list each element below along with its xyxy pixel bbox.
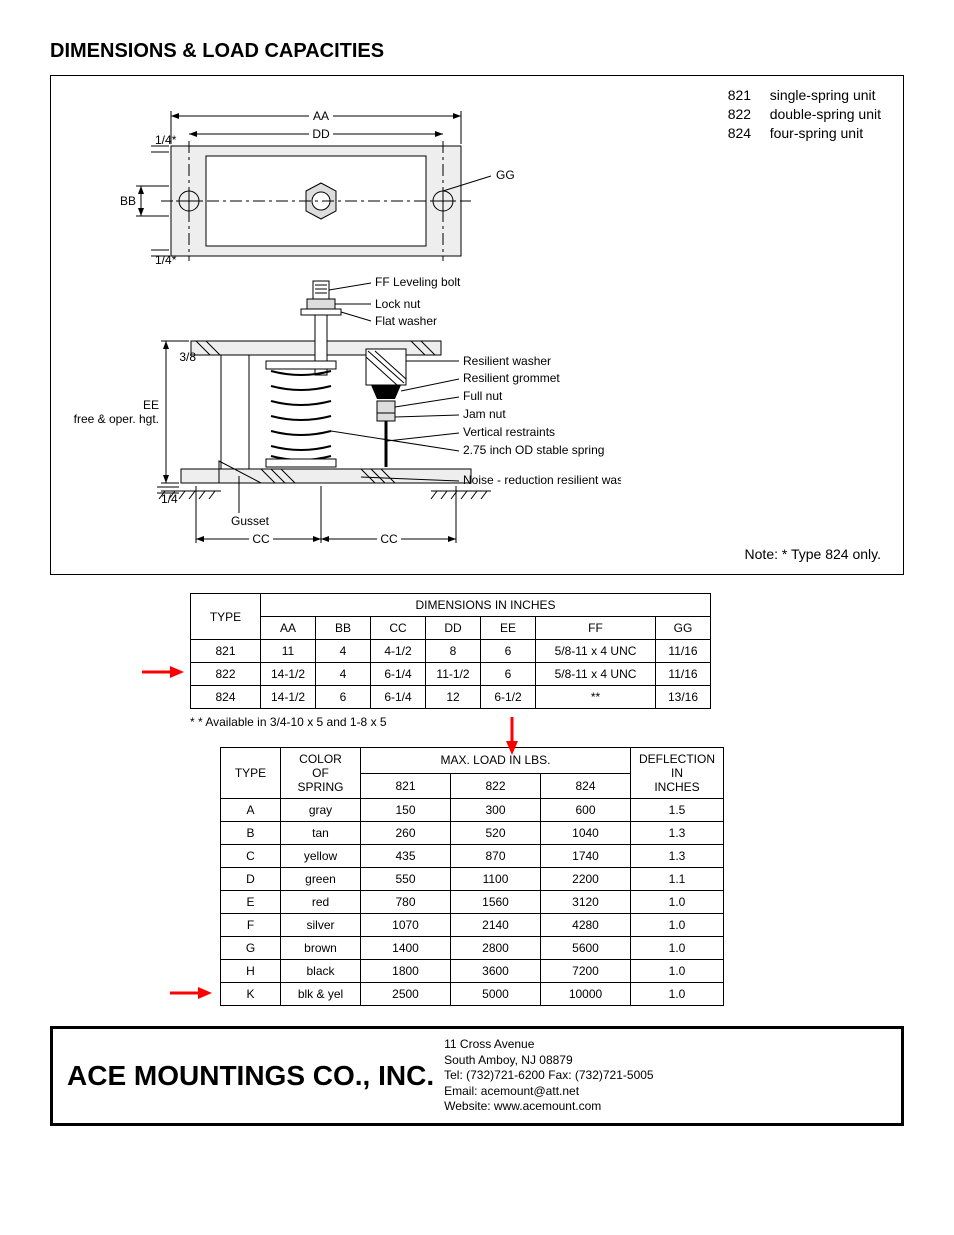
label-ff: FF Leveling bolt	[375, 275, 461, 289]
table-row: Agray1503006001.5	[221, 799, 724, 822]
note-type824: Note: * Type 824 only.	[745, 546, 881, 562]
arrow-down-icon	[505, 717, 519, 755]
table-row: Cyellow43587017401.3	[221, 845, 724, 868]
table-row: 8211144-1/2865/8-11 x 4 UNC11/16	[191, 640, 711, 663]
label-noise: Noise - reduction resilient washer	[463, 473, 621, 487]
label-flatwasher: Flat washer	[375, 314, 437, 328]
label-spring: 2.75 inch OD stable spring	[463, 443, 604, 457]
company-address: 11 Cross Avenue South Amboy, NJ 08879 Te…	[444, 1037, 653, 1115]
dim-dd: DD	[312, 127, 330, 141]
table-row: 82214-1/246-1/411-1/265/8-11 x 4 UNC11/1…	[191, 663, 711, 686]
dim-bb: BB	[120, 194, 136, 208]
product-legend: 821single-spring unit822double-spring un…	[728, 86, 881, 143]
label-vrest: Vertical restraints	[463, 425, 555, 439]
label-reswasher: Resilient washer	[463, 354, 551, 368]
legend-item: 821single-spring unit	[728, 86, 881, 105]
svg-text:1/4*: 1/4*	[155, 133, 177, 147]
load-table-wrap: TYPECOLOROFSPRINGMAX. LOAD IN LBS.DEFLEC…	[50, 747, 904, 1006]
label-fullnut: Full nut	[463, 389, 503, 403]
table-row: Hblack1800360072001.0	[221, 960, 724, 983]
dim-ee-sub: free & oper. hgt.	[74, 412, 159, 426]
diagram-container: AA DD BB 1/4* 1/4* GG	[50, 75, 904, 575]
svg-text:1/4: 1/4	[161, 492, 178, 506]
label-resgrommet: Resilient grommet	[463, 371, 560, 385]
label-gusset: Gusset	[231, 514, 270, 528]
arrow-right-icon	[170, 986, 212, 1000]
dim-ee: EE	[143, 398, 159, 412]
load-table: TYPECOLOROFSPRINGMAX. LOAD IN LBS.DEFLEC…	[220, 747, 724, 1006]
svg-text:1/4*: 1/4*	[155, 253, 177, 267]
svg-text:3/8: 3/8	[179, 350, 196, 364]
table-row: Fsilver1070214042801.0	[221, 914, 724, 937]
table1-footnote: * * Available in 3/4-10 x 5 and 1-8 x 5	[190, 715, 904, 729]
dim-gg: GG	[496, 168, 515, 182]
dim-cc-1: CC	[252, 532, 270, 546]
dim-aa: AA	[313, 109, 329, 123]
table-row: 82414-1/266-1/4126-1/2**13/16	[191, 686, 711, 709]
page-title: DIMENSIONS & LOAD CAPACITIES	[50, 40, 904, 63]
table-row: Gbrown1400280056001.0	[221, 937, 724, 960]
company-footer: ACE MOUNTINGS CO., INC. 11 Cross Avenue …	[50, 1026, 904, 1126]
dim-cc-2: CC	[380, 532, 398, 546]
label-locknut: Lock nut	[375, 297, 421, 311]
company-name: ACE MOUNTINGS CO., INC.	[67, 1060, 434, 1092]
legend-item: 822double-spring unit	[728, 105, 881, 124]
table-row: Dgreen550110022001.1	[221, 868, 724, 891]
dimensions-table-wrap: TYPEDIMENSIONS IN INCHESAABBCCDDEEFFGG82…	[50, 593, 904, 729]
table-row: Kblk & yel25005000100001.0	[221, 983, 724, 1006]
label-jamnut: Jam nut	[463, 407, 506, 421]
dimensions-table: TYPEDIMENSIONS IN INCHESAABBCCDDEEFFGG82…	[190, 593, 711, 709]
legend-item: 824four-spring unit	[728, 124, 881, 143]
table-row: Btan26052010401.3	[221, 822, 724, 845]
technical-diagram: AA DD BB 1/4* 1/4* GG	[61, 86, 621, 566]
arrow-right-icon	[142, 665, 184, 679]
table-row: Ered780156031201.0	[221, 891, 724, 914]
